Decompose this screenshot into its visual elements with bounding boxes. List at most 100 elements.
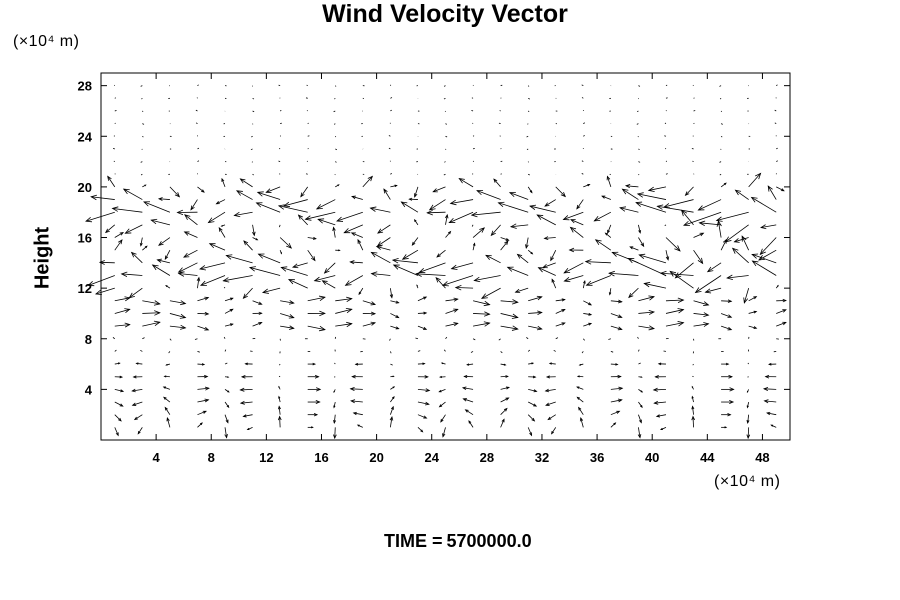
- vector-arrow: [638, 85, 641, 87]
- vector-arrow-head: [464, 409, 469, 413]
- vector-arrow: [472, 322, 490, 327]
- vector-arrow: [693, 313, 709, 316]
- vector-arrow: [252, 97, 255, 100]
- vector-arrow-head: [313, 413, 319, 417]
- vector-arrow-head: [425, 388, 431, 393]
- vector-arrow-head: [137, 431, 141, 435]
- vector-arrow-head: [323, 268, 330, 274]
- vector-arrow-head: [544, 202, 550, 207]
- vector-arrow-head: [621, 188, 629, 195]
- vector-arrow-head: [635, 201, 643, 207]
- vector-arrow: [699, 222, 722, 226]
- vector-arrow: [500, 240, 509, 251]
- vector-arrow: [334, 427, 336, 439]
- vector-arrow: [547, 414, 556, 420]
- vector-arrow-head: [370, 251, 378, 258]
- vector-arrow-head: [179, 300, 187, 306]
- vector-arrow-head: [391, 258, 399, 264]
- vector-arrow-head: [199, 422, 203, 426]
- vector-arrow-head: [618, 386, 624, 391]
- vector-arrow-head: [354, 362, 359, 366]
- vector-arrow: [528, 296, 542, 302]
- vector-arrow: [435, 277, 446, 289]
- vector-arrow-head: [663, 203, 671, 209]
- vector-arrow: [132, 388, 143, 392]
- vector-arrow-head: [606, 175, 611, 181]
- vector-arrow: [564, 275, 584, 282]
- vector-arrow: [510, 224, 529, 228]
- vector-arrow-head: [548, 362, 552, 365]
- vector-arrow-head: [143, 201, 151, 207]
- vector-arrow: [664, 148, 667, 150]
- vector-arrow: [664, 224, 667, 227]
- vector-arrow: [417, 312, 427, 314]
- vector-arrow: [169, 186, 180, 198]
- vector-arrow: [335, 323, 352, 327]
- vector-arrow: [224, 414, 229, 423]
- vector-arrow: [622, 188, 639, 200]
- vector-arrow: [324, 262, 336, 274]
- vector-arrow: [760, 224, 777, 228]
- vector-arrow: [417, 350, 421, 352]
- vector-arrow: [638, 401, 643, 408]
- vector-arrow-head: [218, 226, 223, 232]
- vector-arrow: [776, 186, 785, 192]
- vector-field: [85, 84, 787, 440]
- vector-arrow-head: [196, 276, 201, 282]
- vector-arrow: [283, 199, 308, 207]
- vector-arrow: [197, 147, 200, 150]
- vector-arrow: [610, 313, 622, 318]
- vector-arrow: [720, 110, 723, 113]
- vector-arrow-head: [428, 204, 436, 211]
- vector-arrow: [544, 237, 556, 239]
- vector-arrow: [335, 161, 337, 163]
- vector-arrow: [142, 135, 144, 138]
- vector-arrow: [433, 186, 446, 193]
- vector-arrow-head: [128, 292, 135, 299]
- vector-arrow: [114, 414, 122, 422]
- vector-arrow: [209, 243, 226, 251]
- vector-arrow: [612, 251, 639, 264]
- vector-arrow: [583, 122, 586, 124]
- vector-arrow-head: [316, 387, 322, 392]
- vector-arrow: [664, 199, 694, 208]
- vector-arrow-head: [608, 270, 615, 277]
- vector-arrow-head: [503, 363, 507, 366]
- vector-arrow-head: [207, 217, 215, 224]
- vector-arrow-head: [243, 240, 249, 246]
- vector-arrow-head: [94, 289, 102, 295]
- vector-arrow-head: [578, 363, 582, 366]
- vector-arrow-head: [450, 264, 458, 270]
- vector-arrow: [748, 311, 757, 314]
- vector-arrow: [644, 283, 667, 289]
- vector-arrow: [371, 252, 391, 264]
- vector-arrow: [693, 232, 704, 238]
- vector-arrow: [500, 419, 505, 428]
- vector-arrow: [665, 237, 681, 252]
- vector-arrow-head: [278, 385, 280, 388]
- vector-arrow-head: [119, 403, 124, 407]
- vector-arrow: [158, 198, 170, 200]
- vector-arrow-head: [640, 242, 645, 248]
- vector-arrow-head: [153, 300, 161, 306]
- vector-arrow: [582, 280, 586, 289]
- vector-arrow-head: [529, 432, 533, 437]
- vector-arrow: [451, 262, 474, 270]
- vector-arrow: [114, 401, 123, 407]
- vector-arrow: [252, 173, 254, 176]
- vector-arrow-head: [529, 204, 537, 210]
- vector-arrow-head: [416, 284, 418, 287]
- vector-arrow-head: [724, 236, 732, 243]
- vector-arrow: [197, 297, 209, 302]
- vector-arrow-head: [503, 407, 508, 412]
- vector-arrow: [140, 161, 143, 163]
- vector-arrow: [553, 349, 556, 352]
- vector-arrow: [411, 237, 419, 246]
- vector-arrow: [224, 427, 228, 438]
- vector-arrow: [766, 412, 777, 416]
- vector-arrow: [551, 427, 557, 434]
- vector-arrow-head: [139, 242, 143, 247]
- vector-arrow: [279, 110, 282, 112]
- vector-arrow: [390, 109, 392, 112]
- vector-arrow-head: [782, 309, 787, 313]
